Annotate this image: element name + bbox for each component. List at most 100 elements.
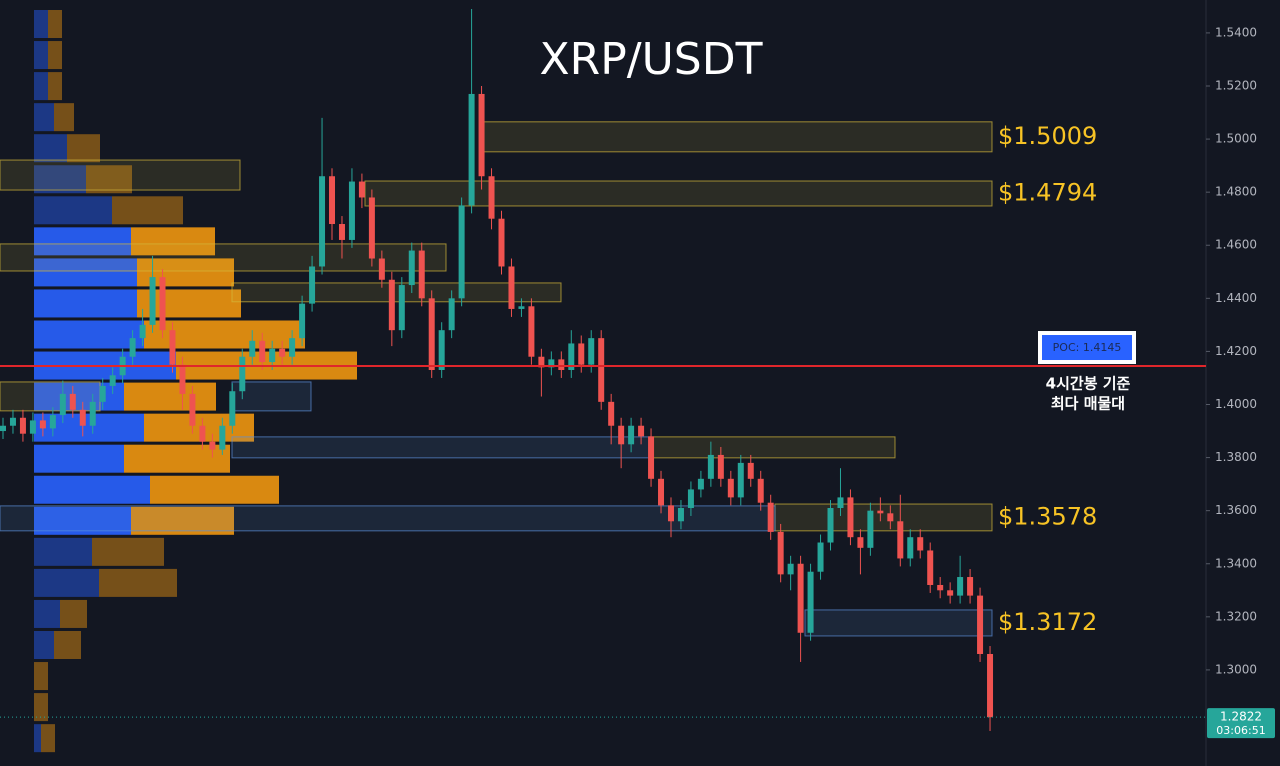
candle-body [987,653,994,718]
candle-body [29,420,36,434]
profile-buy [34,444,124,473]
y-tick-label: 1.3800 [1215,450,1257,464]
poc-note: 4시간봉 기준 [1046,375,1131,393]
profile-buy [34,10,48,38]
candle-body [897,521,904,559]
candle-body [488,176,495,219]
chart-title: XRP/USDT [540,34,763,85]
profile-sell [48,10,62,38]
candle-body [538,356,545,368]
candle-body [219,425,226,450]
candle-body [737,462,744,498]
candle-body [199,425,206,442]
candle-body [807,571,814,633]
candle-body [89,401,96,426]
candle-body [817,542,824,572]
y-tick-label: 1.4600 [1215,238,1257,252]
candle-body [239,356,246,392]
profile-sell [144,320,305,349]
zone [0,505,776,532]
candle-body [329,176,336,225]
candle-body [319,176,326,267]
profile-sell [34,662,48,691]
y-tick-label: 1.5200 [1215,78,1257,92]
profile-sell [54,103,74,132]
profile-buy [34,724,41,753]
candle-body [687,489,694,509]
candle-body [717,454,724,479]
grid: 1.3000 1.3200 1.3400 1.3600 1.3800 1.4000 1.42… [1205,0,1257,766]
candle-body [368,197,375,259]
profile-sell [124,382,216,411]
candle-body [588,338,595,365]
candle-body [229,391,236,426]
candle-body [677,508,684,522]
candles [0,9,994,731]
zone [231,436,651,459]
candle-body [9,417,16,426]
zone [649,436,896,459]
candle-body [358,181,365,198]
candle-body [757,478,764,503]
candle-body [568,343,575,370]
candle-body [628,425,635,445]
candle-body [727,478,734,498]
y-tick-label: 1.5400 [1215,25,1257,39]
candle-body [69,393,76,410]
candle-body [418,250,425,299]
candle-body [309,266,316,304]
profile-buy [34,475,150,504]
profile-sell [131,227,215,256]
profile-sell [150,475,279,504]
profile-buy [34,320,144,349]
poc-label-box [1042,335,1132,361]
zone [0,159,241,191]
candle-body [697,478,704,490]
profile-buy [34,568,99,597]
candle-body [837,497,844,509]
candle-body [658,478,665,506]
candle-body [259,340,266,363]
candle-body [528,306,535,357]
candle-body [797,563,804,633]
candle-body [887,513,894,522]
profile-buy [34,382,124,411]
candle-body [458,205,465,299]
profile-sell [112,196,183,225]
zone [0,381,101,412]
candle-body [478,93,485,177]
candle-body [598,338,605,402]
candle-body [149,277,156,325]
candle-body [608,401,615,426]
candle-body [558,359,565,370]
candle-body [747,462,754,479]
candle-body [508,266,515,309]
candle-body [249,340,256,357]
profile-buy [34,537,92,566]
zone [804,609,993,637]
y-tick-label: 1.4000 [1215,397,1257,411]
candle-body [468,93,475,206]
profile-sell [60,599,87,628]
candle-body [19,417,26,434]
y-tick-label: 1.3200 [1215,609,1257,623]
candle-body [777,531,784,575]
candle-body [49,415,56,429]
candle-body [917,537,924,551]
profile-sell [131,506,234,535]
candle-body [59,393,66,416]
candle-body [618,425,625,445]
candle-body [877,510,884,514]
candle-body [179,364,186,394]
countdown-label: 03:06:51 [1216,724,1265,737]
profile-buy [34,165,86,194]
candle-body [977,595,984,654]
candle-body [827,508,834,543]
candle-body [299,303,306,339]
poc-label: POC: 1.4145 [1053,341,1122,354]
zone [774,503,993,532]
candle-body [937,584,944,591]
profile-buy [34,103,54,132]
y-tick-label: 1.5000 [1215,132,1257,146]
candle-body [39,420,46,429]
